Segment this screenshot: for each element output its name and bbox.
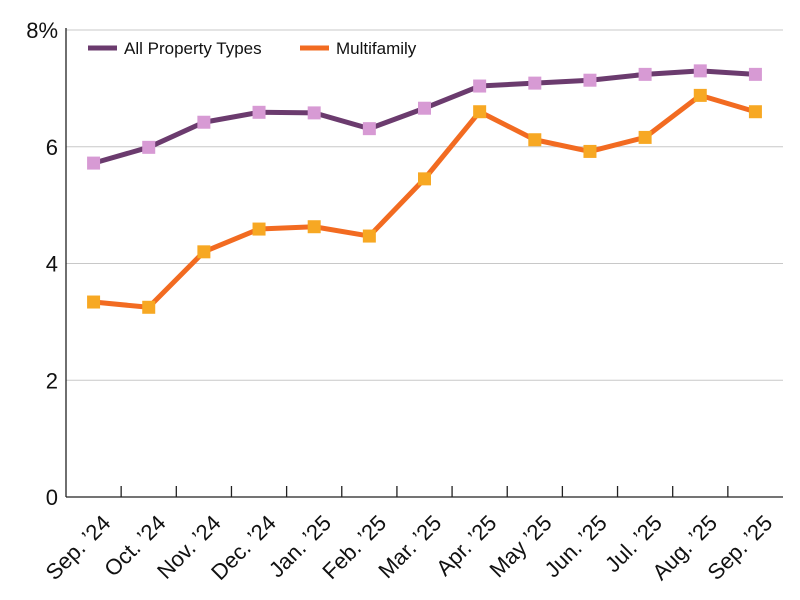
data-point: [693, 64, 707, 78]
legend-label: All Property Types: [124, 39, 262, 58]
axes: [65, 28, 783, 498]
data-point: [748, 67, 762, 81]
data-point: [307, 220, 321, 234]
data-point: [473, 105, 487, 119]
data-point: [418, 172, 431, 186]
data-point: [583, 73, 597, 87]
data-point: [87, 156, 101, 170]
data-point: [473, 79, 487, 93]
data-point: [362, 229, 376, 243]
data-point: [528, 76, 542, 90]
y-axis-ticks: 0 2 4 6 8%: [26, 18, 58, 510]
legend: All Property Types Multifamily: [88, 39, 417, 58]
data-point: [362, 122, 376, 136]
data-point: [252, 222, 266, 236]
grid-lines: [66, 29, 783, 381]
data-point: [418, 101, 431, 115]
y-tick-label: 2: [46, 368, 58, 393]
data-point: [748, 105, 762, 119]
data-point: [638, 67, 652, 81]
data-point: [693, 88, 707, 102]
data-point: [197, 115, 211, 129]
x-tick-label: Sep. ’24: [41, 510, 116, 585]
y-tick-label: 0: [46, 485, 58, 510]
y-tick-label: 8%: [26, 18, 58, 43]
data-point: [197, 245, 211, 259]
y-tick-label: 6: [46, 135, 58, 160]
data-point: [87, 295, 101, 309]
data-point: [583, 144, 597, 158]
y-tick-label: 4: [46, 252, 58, 277]
data-point: [307, 106, 321, 120]
legend-label: Multifamily: [336, 39, 417, 58]
series-line-0: [92, 68, 756, 166]
data-point: [528, 133, 542, 147]
data-point: [638, 130, 652, 144]
x-tick-label: Jun. ’25: [540, 510, 612, 582]
data-point: [142, 300, 156, 314]
data-point: [142, 140, 156, 154]
series-layer: [87, 64, 762, 314]
data-point: [252, 105, 266, 119]
